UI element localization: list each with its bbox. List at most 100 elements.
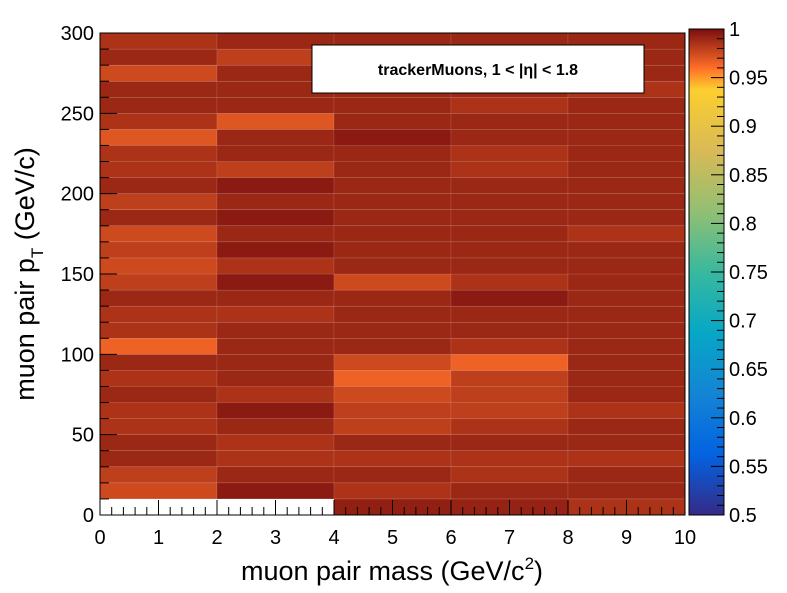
- heatmap-cell: [99, 418, 218, 435]
- heatmap-cell: [567, 354, 686, 371]
- heatmap-cell: [333, 129, 452, 146]
- heatmap-cell: [99, 97, 218, 114]
- heatmap-cell: [216, 370, 335, 387]
- z-tick-label: 0.9: [729, 116, 757, 138]
- heatmap-cells: [99, 32, 686, 516]
- y-tick-label: 150: [61, 264, 94, 286]
- heatmap-cell: [333, 273, 452, 291]
- heatmap-cell: [216, 177, 335, 194]
- y-tick-label: 100: [61, 344, 94, 366]
- heatmap-cell: [567, 450, 686, 468]
- heatmap-cell: [99, 386, 218, 403]
- heatmap-cell: [333, 289, 452, 307]
- heatmap-cell: [216, 209, 335, 227]
- heatmap-cell: [99, 354, 218, 371]
- heatmap-cell: [333, 354, 452, 371]
- heatmap-cell: [333, 145, 452, 162]
- y-axis-title-end: (GeV/c): [10, 147, 40, 248]
- heatmap-cell: [450, 273, 569, 291]
- heatmap-cell: [216, 241, 335, 259]
- heatmap-cell: [99, 482, 218, 500]
- heatmap-cell: [450, 289, 569, 307]
- heatmap-cell: [567, 402, 686, 419]
- heatmap-cell: [333, 370, 452, 387]
- heatmap-cell: [450, 113, 569, 130]
- heatmap-cell: [216, 161, 335, 178]
- heatmap-cell: [99, 64, 218, 82]
- x-tick-label: 1: [153, 527, 164, 549]
- heatmap-cell: [99, 434, 218, 451]
- heatmap-cell: [333, 161, 452, 178]
- heatmap-cell: [99, 321, 218, 339]
- heatmap-cell: [567, 273, 686, 291]
- heatmap-cell: [333, 386, 452, 403]
- heatmap-cell: [216, 418, 335, 435]
- heatmap-cell: [333, 177, 452, 194]
- heatmap-cell: [99, 273, 218, 291]
- heatmap-cell: [450, 418, 569, 435]
- heatmap-cell: [333, 321, 452, 339]
- heatmap-cell: [567, 386, 686, 403]
- x-tick-label: 0: [94, 527, 105, 549]
- heatmap-cell: [333, 225, 452, 243]
- heatmap-cell: [99, 450, 218, 468]
- z-tick-label: 0.5: [729, 505, 757, 527]
- y-tick-label: 50: [72, 425, 94, 447]
- heatmap-cell: [216, 305, 335, 323]
- x-axis-title-main: muon pair mass (GeV/c: [241, 556, 525, 586]
- heatmap-cell: [567, 482, 686, 500]
- heatmap-cell: [567, 289, 686, 307]
- heatmap-cell: [99, 338, 218, 355]
- heatmap-cell: [567, 161, 686, 178]
- heatmap-cell: [99, 370, 218, 387]
- heatmap-cell: [450, 177, 569, 194]
- heatmap-cell: [99, 193, 218, 210]
- z-tick-label: 0.7: [729, 311, 757, 333]
- heatmap-cell: [333, 482, 452, 500]
- heatmap-cell: [99, 257, 218, 275]
- heatmap-cell: [99, 113, 218, 130]
- x-tick-label: 3: [270, 527, 281, 549]
- heatmap-cell: [216, 354, 335, 371]
- heatmap-cell: [450, 450, 569, 468]
- heatmap-cell: [99, 225, 218, 243]
- y-axis-title: muon pair pT (GeV/c): [10, 147, 47, 401]
- z-tick-label: 0.6: [729, 408, 757, 430]
- heatmap-cell: [216, 193, 335, 210]
- x-axis-title: muon pair mass (GeV/c2): [241, 554, 543, 586]
- heatmap-cell: [567, 418, 686, 435]
- heatmap-cell: [567, 321, 686, 339]
- heatmap-cell: [333, 305, 452, 323]
- heatmap-cell: [450, 129, 569, 146]
- x-tick-label: 8: [562, 527, 573, 549]
- heatmap-cell: [567, 241, 686, 259]
- heatmap-cell: [567, 434, 686, 451]
- heatmap-cell: [99, 161, 218, 178]
- heatmap-cell: [99, 209, 218, 227]
- z-tick-label: 0.95: [729, 68, 768, 90]
- legend-box: trackerMuons, 1 < |η| < 1.8: [311, 44, 645, 94]
- legend-text: trackerMuons, 1 < |η| < 1.8: [378, 62, 578, 79]
- x-tick-label: 4: [328, 527, 339, 549]
- heatmap-cell: [450, 338, 569, 355]
- heatmap-cell: [333, 257, 452, 275]
- heatmap-cell: [333, 113, 452, 130]
- heatmap-cell: [567, 129, 686, 146]
- heatmap-cell: [450, 434, 569, 451]
- heatmap-cell: [99, 289, 218, 307]
- heatmap-cell: [333, 434, 452, 451]
- heatmap-cell: [333, 209, 452, 227]
- legend-range: 1 < |η| < 1.8: [492, 62, 578, 79]
- heatmap-cell: [333, 402, 452, 419]
- z-tick-label: 0.65: [729, 359, 768, 381]
- heatmap-cell: [450, 370, 569, 387]
- heatmap-cell: [333, 338, 452, 355]
- heatmap-cell: [450, 97, 569, 114]
- heatmap-cell: [567, 209, 686, 227]
- heatmap-cell: [333, 450, 452, 468]
- heatmap-cell: [216, 450, 335, 468]
- y-tick-label: 0: [83, 505, 94, 527]
- heatmap-cell: [450, 241, 569, 259]
- heatmap-cell: [567, 225, 686, 243]
- heatmap-cell: [567, 257, 686, 275]
